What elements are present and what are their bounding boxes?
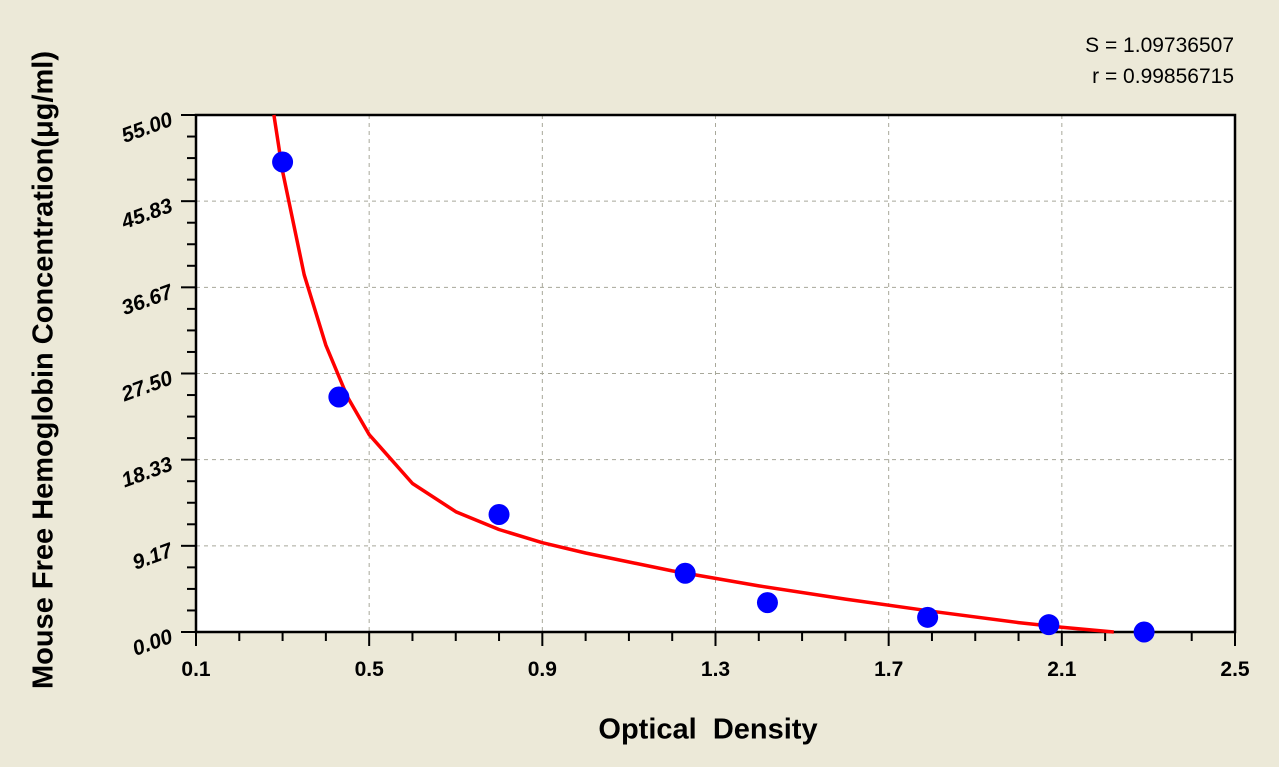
r-value: r = 0.99856715 <box>1092 65 1234 88</box>
data-points <box>272 151 1155 643</box>
y-tick-label: 55.00 <box>118 108 176 148</box>
data-point <box>756 592 778 614</box>
data-point <box>488 504 510 525</box>
data-point <box>272 151 294 173</box>
y-tick-label: 9.17 <box>129 538 177 574</box>
x-tick-label: 2.5 <box>1220 658 1250 681</box>
y-axis-label: Mouse Free Hemoglobin Concentration(μg/m… <box>27 50 60 690</box>
x-tick-label: 0.5 <box>355 658 385 681</box>
x-tick-label: 0.9 <box>528 658 557 681</box>
y-tick-label: 0.00 <box>129 625 176 661</box>
grid-lines <box>196 115 1235 632</box>
x-axis-label: Optical Density <box>598 713 818 746</box>
x-tick-label: 1.3 <box>701 658 730 681</box>
fitted-curve <box>272 114 1114 634</box>
data-point <box>1133 621 1155 643</box>
y-tick-label: 27.50 <box>118 366 176 406</box>
axes <box>181 113 1237 646</box>
x-tick-labels: 0.1 0.5 0.9 1.3 1.7 2.1 2.5 <box>181 658 1250 681</box>
data-point <box>1038 614 1060 636</box>
y-tick-label: 45.83 <box>118 194 176 234</box>
y-tick-labels: 0.00 9.17 18.33 27.50 36.67 45.83 55.00 <box>118 108 177 661</box>
x-tick-label: 1.7 <box>874 658 903 681</box>
fit-statistics: S = 1.09736507 r = 0.99856715 <box>1085 30 1234 92</box>
data-point <box>917 606 939 628</box>
y-tick-label: 18.33 <box>118 453 176 493</box>
data-point <box>328 386 350 408</box>
x-tick-label: 0.1 <box>181 658 211 681</box>
s-value: S = 1.09736507 <box>1085 34 1234 57</box>
y-tick-label: 36.67 <box>118 280 176 320</box>
data-point <box>674 562 696 584</box>
x-tick-label: 2.1 <box>1047 658 1077 681</box>
